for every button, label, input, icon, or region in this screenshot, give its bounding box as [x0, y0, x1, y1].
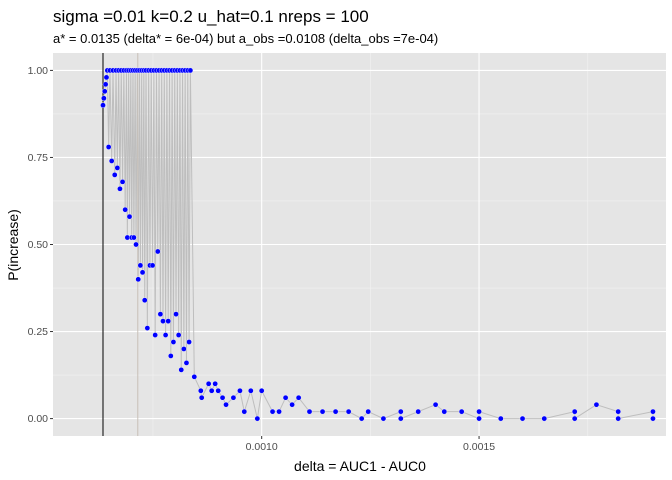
data-point	[141, 297, 148, 304]
data-point	[100, 102, 106, 109]
data-point	[103, 74, 110, 81]
data-point	[276, 408, 282, 415]
data-point	[105, 144, 112, 150]
data-point	[108, 158, 115, 164]
y-tick-label: 0.50	[28, 239, 49, 251]
data-point	[114, 165, 121, 171]
chart-title: sigma =0.01 k=0.2 u_hat=0.1 nreps = 100	[53, 7, 369, 26]
data-point	[135, 276, 142, 283]
data-point	[133, 241, 139, 248]
y-tick-label: 0.00	[28, 413, 49, 425]
data-point	[415, 408, 421, 415]
data-point	[181, 346, 187, 352]
data-point	[237, 387, 243, 394]
y-tick-label: 0.75	[28, 152, 49, 164]
data-point	[170, 339, 177, 345]
data-point	[131, 234, 137, 241]
data-point	[122, 206, 128, 213]
data-point	[306, 408, 313, 415]
data-point	[154, 248, 161, 255]
data-point	[168, 353, 174, 359]
axis-layer: 0.00 0.25 0.50 0.75 1.00 0.0010 0.0015	[28, 65, 496, 453]
data-point	[254, 415, 261, 422]
data-point	[175, 332, 182, 338]
data-point	[258, 387, 265, 394]
data-point	[117, 185, 123, 192]
data-point	[119, 179, 126, 185]
data-point	[191, 374, 198, 380]
data-point	[101, 88, 108, 95]
x-tick-label: 0.0010	[246, 441, 278, 453]
x-tick-label: 0.0015	[463, 441, 495, 453]
data-point	[101, 95, 107, 102]
data-point	[593, 401, 600, 408]
data-point	[380, 415, 387, 422]
data-point	[137, 262, 144, 269]
data-point	[215, 387, 222, 394]
data-point	[102, 81, 109, 88]
data-point	[519, 415, 526, 422]
data-point	[183, 360, 190, 366]
data-point	[398, 408, 404, 415]
data-point	[187, 67, 194, 74]
data-point	[650, 415, 656, 422]
data-point	[198, 387, 204, 394]
data-point	[319, 408, 326, 415]
data-point	[615, 415, 621, 422]
data-point	[160, 318, 166, 324]
data-point	[152, 332, 158, 338]
data-point	[571, 408, 578, 415]
data-point	[205, 380, 212, 387]
data-point	[282, 394, 289, 401]
data-point	[139, 269, 146, 276]
data-point	[476, 408, 482, 415]
point-layer	[100, 67, 656, 422]
data-point	[332, 408, 339, 415]
chart-subtitle: a* = 0.0135 (delta* = 6e-04) but a_obs =…	[53, 31, 438, 46]
data-point	[458, 408, 465, 415]
data-point	[230, 394, 237, 401]
data-point	[295, 394, 302, 401]
data-point	[541, 415, 548, 422]
data-point	[126, 213, 133, 220]
data-point	[208, 387, 215, 394]
y-tick-label: 0.25	[28, 326, 49, 338]
y-axis-title: P(increase)	[5, 209, 21, 281]
data-point	[345, 408, 352, 415]
data-point	[476, 415, 482, 422]
data-point	[186, 339, 192, 345]
data-point	[144, 325, 151, 331]
data-point	[173, 311, 179, 317]
data-point	[241, 408, 248, 415]
data-point	[289, 401, 295, 408]
data-point	[358, 415, 365, 422]
data-point	[157, 311, 164, 317]
y-tick-label: 1.00	[28, 65, 49, 77]
x-axis-title: delta = AUC1 - AUC0	[294, 458, 426, 474]
data-point	[365, 408, 371, 415]
data-point	[149, 262, 156, 269]
data-point	[432, 401, 439, 408]
data-point	[248, 387, 254, 394]
data-point	[269, 408, 276, 415]
data-point	[571, 415, 578, 422]
data-point	[650, 408, 656, 415]
data-point	[165, 318, 172, 324]
data-point	[615, 408, 621, 415]
data-point	[398, 415, 404, 422]
data-point	[162, 332, 169, 338]
data-point	[441, 408, 448, 415]
data-point	[219, 394, 226, 401]
data-point	[111, 172, 118, 178]
data-point	[212, 380, 218, 387]
data-point	[223, 401, 229, 408]
data-point	[178, 367, 185, 373]
data-point	[497, 415, 504, 422]
data-point	[198, 394, 205, 401]
